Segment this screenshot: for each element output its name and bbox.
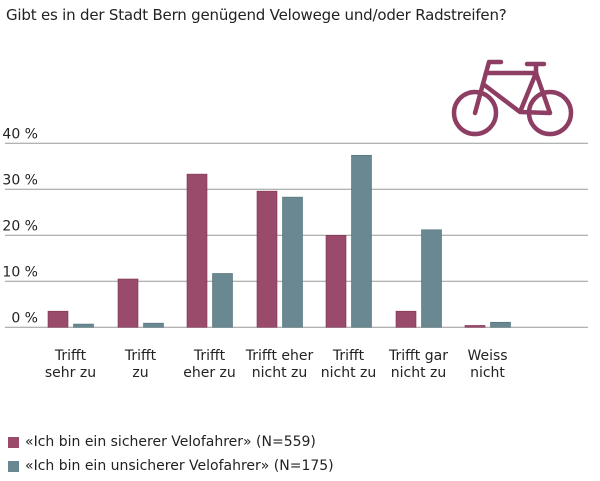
bar-insecure [421, 229, 442, 328]
bar-secure [325, 235, 347, 328]
bar-secure [47, 310, 69, 328]
x-tick-label: Trifft [124, 348, 157, 364]
x-tick-label: Trifft [193, 348, 226, 364]
legend-item-secure: «Ich bin ein sicherer Velofahrer» (N=559… [8, 434, 316, 450]
bar-secure [117, 278, 139, 328]
y-tick-label: 30 % [2, 172, 38, 188]
x-tick-label: Trifft gar [388, 348, 448, 364]
bar-insecure [282, 196, 303, 328]
bar-insecure [212, 273, 233, 328]
bar-insecure [73, 323, 94, 328]
y-tick-label: 40 % [2, 126, 38, 142]
bar-insecure [143, 322, 164, 328]
x-tick-label: nicht zu [391, 365, 447, 381]
x-tick-label: nicht zu [321, 365, 377, 381]
x-tick-label: Weiss [467, 348, 507, 364]
y-tick-label: 20 % [2, 218, 38, 234]
bar-insecure [351, 154, 372, 328]
legend-label: «Ich bin ein unsicherer Velofahrer» (N=1… [25, 458, 334, 474]
x-tick-label: Trifft eher [245, 348, 314, 364]
legend-swatch [8, 436, 19, 448]
bicycle-icon [451, 59, 574, 137]
bar-secure [395, 310, 417, 328]
bar-insecure [490, 321, 511, 328]
y-tick-label: 0 % [11, 310, 38, 326]
x-tick-label: nicht zu [252, 365, 308, 381]
x-tick-label: nicht [470, 365, 505, 381]
chart-title: Gibt es in der Stadt Bern genügend Velow… [6, 6, 507, 24]
x-tick-label: eher zu [183, 365, 236, 381]
bar-secure [464, 325, 486, 328]
y-tick-label: 10 % [2, 264, 38, 280]
bar-secure [256, 190, 278, 328]
bar-secure [186, 173, 208, 328]
legend-label: «Ich bin ein sicherer Velofahrer» (N=559… [25, 434, 316, 450]
legend-swatch [8, 460, 19, 472]
x-tick-label: zu [132, 365, 148, 381]
x-tick-label: sehr zu [45, 365, 96, 381]
x-tick-label: Trifft [332, 348, 365, 364]
x-tick-label: Trifft [54, 348, 87, 364]
legend-item-insecure: «Ich bin ein unsicherer Velofahrer» (N=1… [8, 458, 334, 474]
